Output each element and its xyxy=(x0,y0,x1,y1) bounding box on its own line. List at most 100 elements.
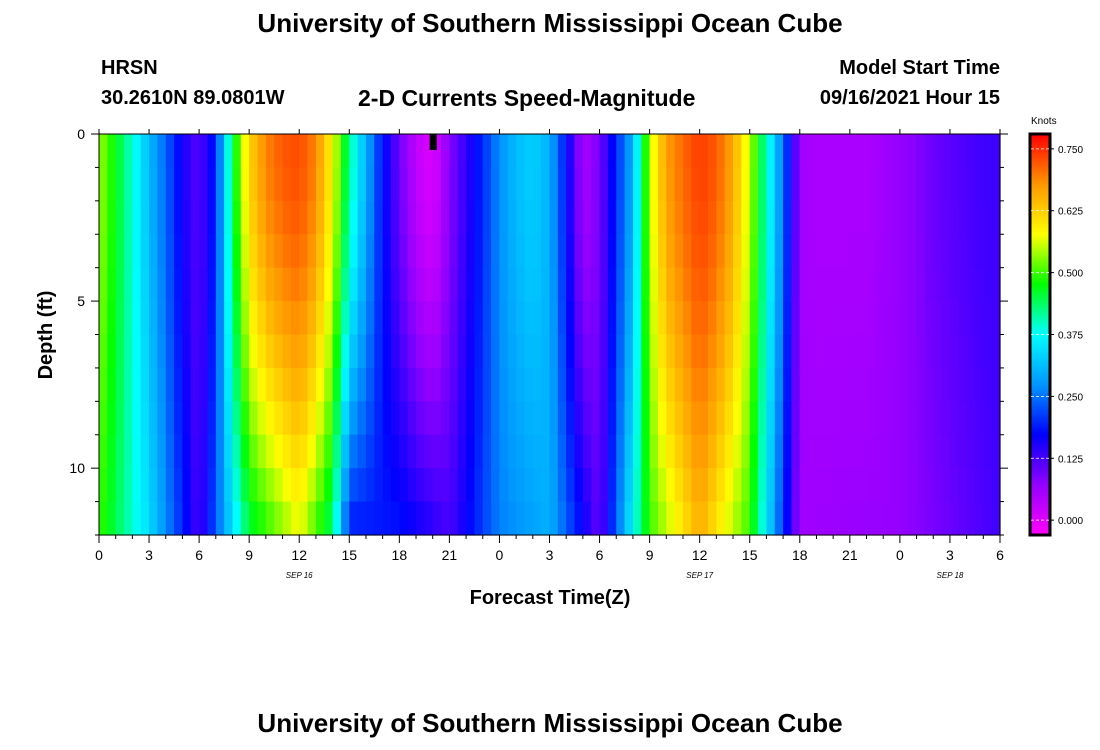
heatmap-cell xyxy=(616,501,626,536)
heatmap-cell xyxy=(416,200,425,235)
heatmap-cell xyxy=(883,134,893,169)
heatmap-cell xyxy=(874,367,884,402)
heatmap-cell xyxy=(599,234,609,269)
heatmap-cell xyxy=(549,434,559,469)
heatmap-cell xyxy=(257,167,267,202)
heatmap-cell xyxy=(257,401,267,436)
heatmap-cell xyxy=(783,301,793,336)
heatmap-cell xyxy=(324,200,334,235)
heatmap-cell xyxy=(674,134,684,169)
heatmap-cell xyxy=(282,267,292,302)
heatmap-cell xyxy=(549,234,559,269)
heatmap-cell xyxy=(349,334,359,369)
heatmap-cell xyxy=(207,134,217,169)
heatmap-cell xyxy=(365,134,375,169)
heatmap-cell xyxy=(849,501,859,536)
heatmap-cell xyxy=(974,401,984,436)
heatmap-cell xyxy=(107,434,117,469)
heatmap-cell xyxy=(390,334,400,369)
heatmap-cell xyxy=(657,234,667,269)
x-tick-label: 21 xyxy=(442,547,458,563)
heatmap-cell xyxy=(124,334,133,369)
heatmap-cell xyxy=(983,468,993,503)
heatmap-cell xyxy=(883,468,893,503)
heatmap-cell xyxy=(866,334,876,369)
heatmap-cell xyxy=(841,334,851,369)
heatmap-cell xyxy=(416,334,425,369)
heatmap-cell xyxy=(899,401,909,436)
heatmap-cell xyxy=(482,334,492,369)
heatmap-cell xyxy=(741,434,751,469)
heatmap-cell xyxy=(257,200,267,235)
heatmap-cell xyxy=(416,234,425,269)
heatmap-cell xyxy=(899,434,909,469)
heatmap-cell xyxy=(783,401,793,436)
heatmap-cell xyxy=(249,200,259,235)
heatmap-cell xyxy=(132,200,142,235)
heatmap-cell xyxy=(516,468,526,503)
heatmap-cell xyxy=(424,468,434,503)
heatmap-cell xyxy=(524,367,534,402)
heatmap-cell xyxy=(591,267,601,302)
heatmap-cell xyxy=(566,468,576,503)
heatmap-cell xyxy=(616,167,626,202)
heatmap-cell xyxy=(808,134,818,169)
heatmap-cell xyxy=(190,501,200,536)
heatmap-cell xyxy=(674,501,684,536)
heatmap-cell xyxy=(124,367,133,402)
heatmap-cell xyxy=(924,434,934,469)
heatmap-cell xyxy=(741,301,751,336)
heatmap-cell xyxy=(365,234,375,269)
heatmap-cell xyxy=(958,501,968,536)
heatmap-cell xyxy=(557,367,567,402)
heatmap-cell xyxy=(382,367,392,402)
heatmap-cell xyxy=(808,301,818,336)
heatmap-cell xyxy=(657,401,667,436)
heatmap-cell xyxy=(432,334,442,369)
heatmap-cell xyxy=(649,200,659,235)
heatmap-cell xyxy=(549,200,559,235)
heatmap-cell xyxy=(841,501,851,536)
heatmap-cell xyxy=(724,334,734,369)
heatmap-cell xyxy=(799,200,809,235)
heatmap-cell xyxy=(749,468,759,503)
heatmap-cell xyxy=(549,468,559,503)
heatmap-cell xyxy=(315,367,325,402)
heatmap-cell xyxy=(541,301,551,336)
heatmap-cell xyxy=(966,401,976,436)
heatmap-cell xyxy=(774,501,784,536)
heatmap-cell xyxy=(708,401,717,436)
heatmap-cell xyxy=(249,167,259,202)
heatmap-cell xyxy=(390,267,400,302)
heatmap-cell xyxy=(674,468,684,503)
heatmap-cell xyxy=(657,501,667,536)
heatmap-cell xyxy=(107,200,117,235)
heatmap-cell xyxy=(432,301,442,336)
heatmap-cell xyxy=(708,167,717,202)
heatmap-cell xyxy=(382,234,392,269)
heatmap-cell xyxy=(182,200,192,235)
heatmap-cell xyxy=(240,167,250,202)
heatmap-cell xyxy=(899,200,909,235)
heatmap-cell xyxy=(866,367,876,402)
heatmap-cell xyxy=(908,434,918,469)
heatmap-cell xyxy=(482,267,492,302)
heatmap-cell xyxy=(441,200,450,235)
heatmap-cell xyxy=(407,334,417,369)
heatmap-cell xyxy=(274,301,284,336)
heatmap-cell xyxy=(808,367,818,402)
heatmap-cell xyxy=(482,301,492,336)
heatmap-cell xyxy=(307,134,317,169)
heatmap-cell xyxy=(883,434,893,469)
heatmap-cell xyxy=(507,267,517,302)
heatmap-cell xyxy=(265,468,275,503)
heatmap-cell xyxy=(883,267,893,302)
heatmap-cell xyxy=(708,468,717,503)
heatmap-cell xyxy=(699,134,709,169)
heatmap-cell xyxy=(174,501,184,536)
heatmap-cell xyxy=(791,501,801,536)
heatmap-cell xyxy=(207,200,217,235)
heatmap-cell xyxy=(407,434,417,469)
heatmap-cell xyxy=(516,200,526,235)
heatmap-cell xyxy=(290,167,300,202)
